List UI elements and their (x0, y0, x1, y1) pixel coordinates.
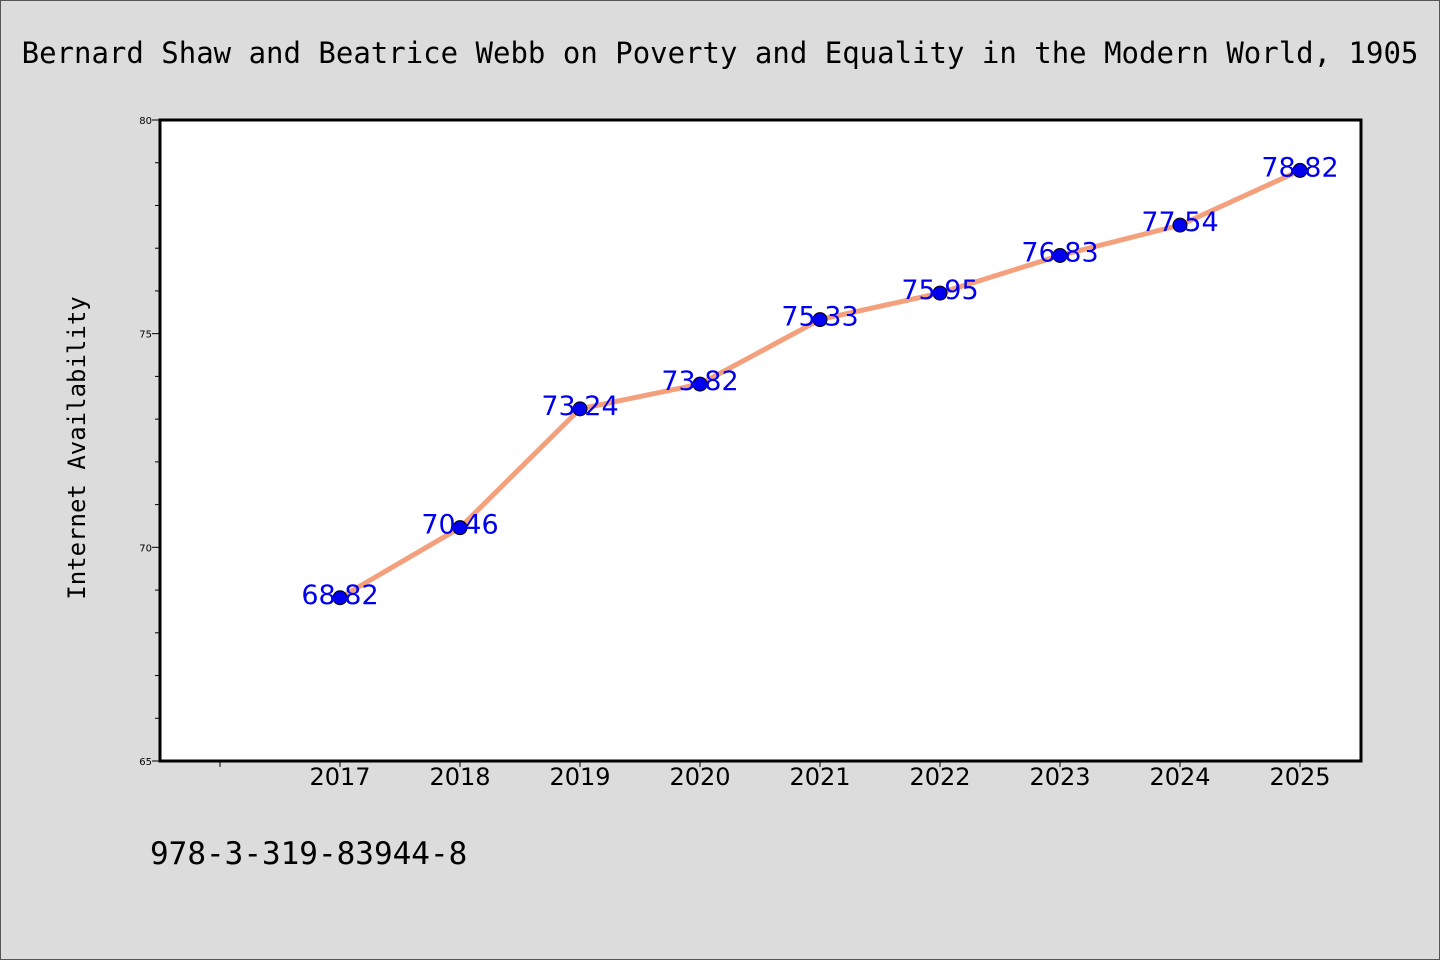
x-tick-label: 2022 (909, 763, 970, 791)
data-label: 68.82 (301, 580, 378, 611)
data-label: 73.82 (661, 366, 738, 397)
data-label: 76.83 (1021, 237, 1098, 268)
data-label: 78.82 (1261, 152, 1338, 183)
y-tick-label: 80 (139, 116, 152, 127)
y-axis-label: Internet Availability (63, 296, 91, 599)
data-point (1172, 217, 1188, 233)
footer-isbn: 978-3-319-83944-8 (150, 836, 468, 872)
y-axis-ticks: 65 70 75 80 (139, 116, 160, 768)
data-point (932, 285, 948, 301)
y-tick-label: 75 (139, 330, 152, 341)
x-tick-label: 2025 (1269, 763, 1330, 791)
data-point (812, 312, 828, 328)
y-tick-label: 65 (139, 757, 152, 768)
data-label: 75.95 (901, 275, 978, 306)
x-tick-label: 2021 (789, 763, 850, 791)
x-tick-label: 2017 (309, 763, 370, 791)
x-tick-label: 2018 (429, 763, 490, 791)
data-point (332, 590, 348, 606)
data-label: 75.33 (781, 302, 858, 333)
plot-area (158, 118, 1363, 763)
series-layer: 68.82 70.46 73.24 73.82 75.33 75.95 76.83 77.54… (301, 152, 1338, 610)
data-point (1052, 247, 1068, 263)
x-tick-label: 2019 (549, 763, 610, 791)
chart-title: Bernard Shaw and Beatrice Webb on Povert… (21, 36, 1419, 70)
x-tick-label: 2024 (1149, 763, 1210, 791)
data-label: 70.46 (421, 510, 498, 541)
data-point (1292, 162, 1308, 178)
y-tick-label: 70 (139, 543, 152, 554)
data-point (452, 520, 468, 536)
x-tick-label: 2020 (669, 763, 730, 791)
data-label: 77.54 (1141, 207, 1218, 238)
data-label: 73.24 (541, 391, 618, 422)
data-point (692, 376, 708, 392)
x-axis-ticks: 2017 2018 2019 2020 2021 2022 2023 2024 2025 (219, 761, 1331, 791)
data-point (572, 401, 588, 417)
x-tick-label: 2023 (1029, 763, 1090, 791)
